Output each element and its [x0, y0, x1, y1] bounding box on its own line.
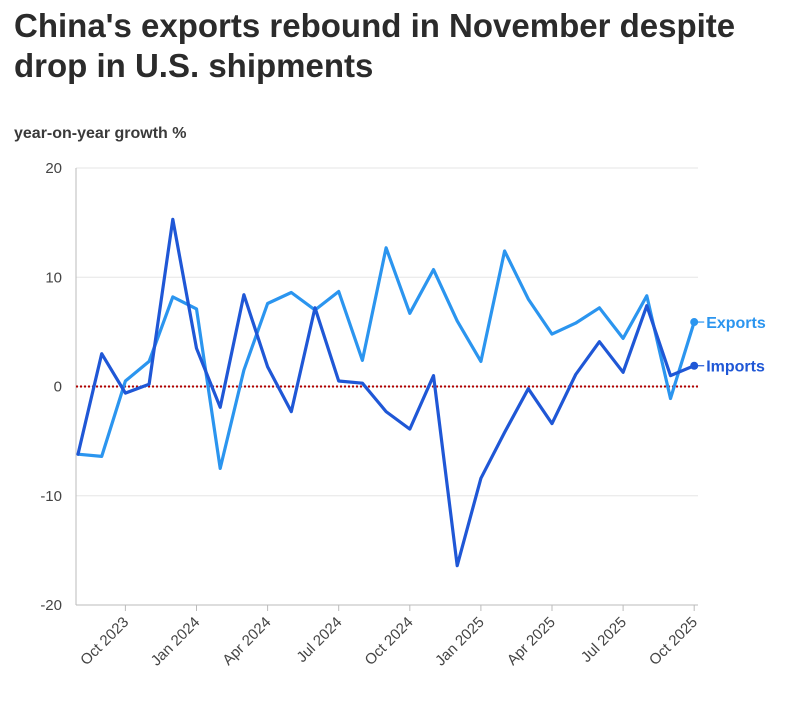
imports-series-line	[76, 217, 696, 568]
x-tick-label: Oct 2023	[77, 614, 132, 669]
x-tick-label: Apr 2025	[504, 614, 559, 669]
x-tick-label: Apr 2024	[219, 614, 274, 669]
y-tick-label: 20	[45, 160, 62, 177]
x-tick-label: Jan 2024	[148, 614, 204, 670]
y-axis-label: year-on-year growth %	[14, 125, 187, 142]
chart-title: China's exports rebound in November desp…	[14, 7, 736, 84]
x-tick-label: Oct 2025	[646, 614, 701, 669]
y-axis-ticks: 20 10 0 -10 -20	[40, 160, 62, 614]
y-tick-label: 10	[45, 269, 62, 286]
exports-series-line	[76, 246, 696, 470]
y-tick-label: 0	[54, 379, 62, 396]
exports-legend-label: Exports	[706, 315, 766, 332]
x-axis-ticks: Oct 2023 Jan 2024 Apr 2024 Jul 2024 Oct 2024…	[77, 605, 701, 669]
y-tick-label: -20	[40, 597, 62, 614]
y-tick-label: -10	[40, 488, 62, 505]
x-tick-label: Jul 2024	[293, 614, 345, 666]
series-lines	[76, 217, 699, 568]
x-tick-label: Jan 2025	[432, 614, 488, 670]
imports-legend-label: Imports	[706, 359, 765, 376]
x-tick-label: Oct 2024	[362, 614, 417, 669]
x-tick-label: Jul 2025	[578, 614, 630, 666]
legend: Exports Imports	[694, 315, 766, 376]
